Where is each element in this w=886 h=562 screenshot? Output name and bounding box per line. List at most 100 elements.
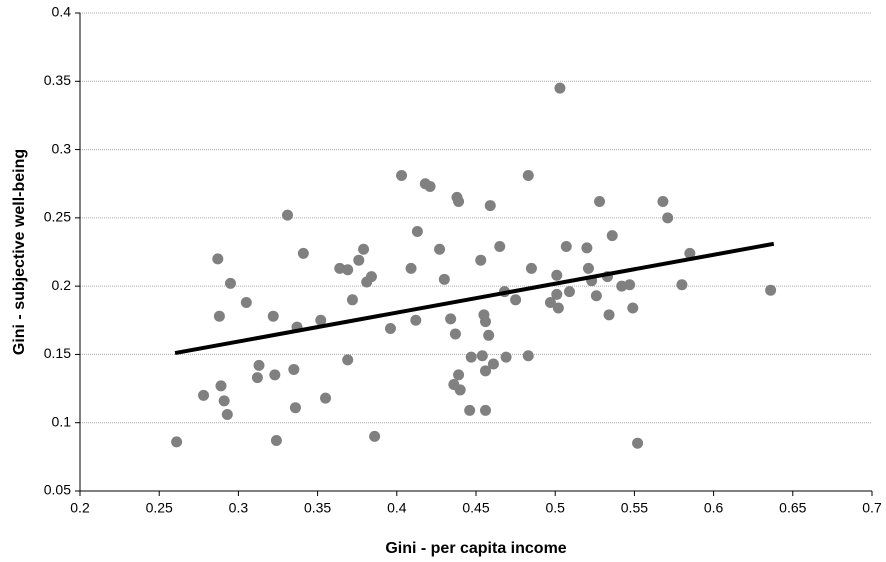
point bbox=[424, 180, 436, 192]
point bbox=[544, 297, 556, 309]
point bbox=[365, 271, 377, 283]
point bbox=[510, 294, 522, 306]
point bbox=[342, 354, 354, 366]
point bbox=[453, 195, 465, 207]
point bbox=[240, 297, 252, 309]
point bbox=[358, 243, 370, 255]
x-axis-title: Gini - per capita income bbox=[385, 540, 566, 557]
point bbox=[288, 363, 300, 375]
point bbox=[552, 302, 564, 314]
y-tick-label: 0.15 bbox=[44, 345, 71, 361]
point bbox=[453, 369, 465, 381]
point bbox=[282, 209, 294, 221]
point bbox=[500, 351, 512, 363]
y-tick-label: 0.35 bbox=[44, 72, 71, 88]
point bbox=[581, 242, 593, 254]
point bbox=[410, 314, 422, 326]
point bbox=[454, 384, 466, 396]
point bbox=[213, 310, 225, 322]
point bbox=[551, 288, 563, 300]
point bbox=[494, 241, 506, 253]
point bbox=[522, 170, 534, 182]
y-tick-label: 0.4 bbox=[52, 4, 72, 20]
point bbox=[218, 395, 230, 407]
point bbox=[369, 430, 381, 442]
point bbox=[320, 392, 332, 404]
point bbox=[606, 230, 618, 242]
x-tick-label: 0.35 bbox=[304, 500, 331, 516]
point bbox=[603, 309, 615, 321]
point bbox=[525, 262, 537, 274]
point bbox=[224, 277, 236, 289]
point bbox=[676, 279, 688, 291]
point bbox=[554, 82, 566, 94]
point bbox=[464, 404, 476, 416]
point bbox=[411, 226, 423, 238]
point bbox=[171, 436, 183, 448]
point bbox=[315, 314, 327, 326]
x-tick-label: 0.6 bbox=[704, 500, 724, 516]
y-tick-label: 0.2 bbox=[52, 277, 72, 293]
x-tick-label: 0.45 bbox=[462, 500, 489, 516]
x-tick-label: 0.65 bbox=[779, 500, 806, 516]
point bbox=[434, 243, 446, 255]
x-tick-label: 0.4 bbox=[387, 500, 407, 516]
point bbox=[215, 380, 227, 392]
point bbox=[594, 195, 606, 207]
y-tick-label: 0.05 bbox=[44, 482, 71, 498]
y-tick-label: 0.25 bbox=[44, 209, 71, 225]
y-axis-title: Gini - subjective well-being bbox=[11, 149, 28, 355]
point bbox=[449, 328, 461, 340]
y-tick-label: 0.1 bbox=[52, 413, 72, 429]
point bbox=[484, 200, 496, 212]
point bbox=[582, 262, 594, 274]
point bbox=[662, 212, 674, 224]
point bbox=[212, 253, 224, 265]
point bbox=[269, 369, 281, 381]
point bbox=[483, 329, 495, 341]
x-tick-label: 0.2 bbox=[70, 500, 90, 516]
point bbox=[405, 262, 417, 274]
point bbox=[551, 269, 563, 281]
point bbox=[270, 434, 282, 446]
point bbox=[342, 264, 354, 276]
point bbox=[684, 247, 696, 259]
point bbox=[475, 254, 487, 266]
point bbox=[289, 402, 301, 414]
point bbox=[657, 195, 669, 207]
point bbox=[632, 437, 644, 449]
point bbox=[297, 247, 309, 259]
point bbox=[198, 389, 210, 401]
x-tick-label: 0.55 bbox=[621, 500, 648, 516]
point bbox=[267, 310, 279, 322]
point bbox=[445, 313, 457, 325]
point bbox=[253, 359, 265, 371]
point bbox=[627, 302, 639, 314]
y-tick-label: 0.3 bbox=[52, 140, 72, 156]
point bbox=[590, 290, 602, 302]
point bbox=[487, 358, 499, 370]
point bbox=[480, 365, 492, 377]
point bbox=[396, 170, 408, 182]
point bbox=[522, 350, 534, 362]
point bbox=[560, 241, 572, 253]
point bbox=[624, 279, 636, 291]
point bbox=[476, 350, 488, 362]
point bbox=[438, 273, 450, 285]
x-tick-label: 0.7 bbox=[862, 500, 882, 516]
x-tick-label: 0.3 bbox=[229, 500, 249, 516]
point bbox=[480, 316, 492, 328]
point bbox=[346, 294, 358, 306]
point bbox=[221, 409, 233, 421]
point bbox=[251, 372, 263, 384]
x-tick-label: 0.25 bbox=[146, 500, 173, 516]
point bbox=[384, 322, 396, 334]
trendline bbox=[174, 241, 775, 356]
point bbox=[765, 284, 777, 296]
point bbox=[563, 286, 575, 298]
point bbox=[480, 404, 492, 416]
point bbox=[353, 254, 365, 266]
x-tick-label: 0.5 bbox=[545, 500, 565, 516]
point bbox=[465, 351, 477, 363]
